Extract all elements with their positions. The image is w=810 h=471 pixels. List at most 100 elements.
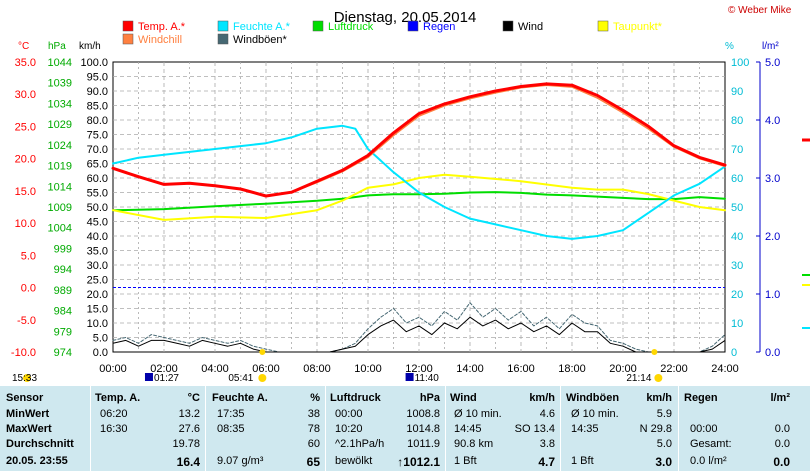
legend-label: Windböen* bbox=[233, 34, 288, 46]
wind-label: 1 Bft bbox=[454, 455, 477, 467]
wind-tick-label: 100.0 bbox=[80, 57, 108, 69]
gust-value: 3.0 bbox=[655, 455, 672, 469]
temp-time: 16:30 bbox=[100, 423, 128, 435]
header-hum-unit: % bbox=[310, 392, 320, 404]
hum-time: 17:35 bbox=[217, 408, 245, 420]
temp-tick-label: 5.0 bbox=[21, 250, 36, 262]
x-tick-label: 18:00 bbox=[558, 363, 586, 375]
temp-tick-label: 10.0 bbox=[15, 218, 36, 230]
press-tick-label: 1024 bbox=[48, 140, 72, 152]
press-tick-label: 1044 bbox=[48, 57, 72, 69]
press-value: 1011.9 bbox=[407, 438, 440, 450]
press-tick-label: 1019 bbox=[48, 161, 72, 173]
hum-tick-label: 10 bbox=[731, 318, 743, 330]
chart-legend: Temp. A.* Feuchte A.* Luftdruck Regen Wind Ta… bbox=[122, 20, 663, 46]
hum-tick-label: 80 bbox=[731, 115, 743, 127]
hum-tick-label: 90 bbox=[731, 86, 743, 98]
rain-tick-label: 3.0 bbox=[765, 173, 780, 185]
wind-tick-label: 85.0 bbox=[87, 101, 108, 113]
press-time: ^2.1hPa/h bbox=[335, 438, 385, 450]
table-divider bbox=[560, 386, 561, 471]
press-tick-label: 994 bbox=[54, 264, 72, 276]
series-line-wind bbox=[112, 316, 726, 353]
table-divider bbox=[678, 386, 679, 471]
x-tick-label: 02:00 bbox=[150, 363, 178, 375]
press-tick-label: 984 bbox=[54, 306, 72, 318]
press-tick-label: 1039 bbox=[48, 78, 72, 90]
wind-tick-label: 50.0 bbox=[87, 202, 108, 214]
header-rain: Regen bbox=[684, 392, 718, 404]
series-line-windben bbox=[112, 302, 726, 353]
rain-label: Gesamt: bbox=[690, 438, 732, 450]
press-value: ↑1012.1 bbox=[397, 455, 440, 469]
wind-tick-label: 75.0 bbox=[87, 130, 108, 142]
temp-tick-label: 30.0 bbox=[15, 89, 36, 101]
hum-tick-label: 20 bbox=[731, 289, 743, 301]
temp-tick-label: -5.0 bbox=[17, 315, 36, 327]
table-divider bbox=[445, 386, 446, 471]
gust-label: 1 Bft bbox=[571, 455, 594, 467]
header-gust: Windböen bbox=[566, 392, 620, 404]
legend-swatch bbox=[122, 33, 134, 45]
x-tick-label: 12:00 bbox=[405, 363, 433, 375]
table-divider bbox=[325, 386, 326, 471]
header-temp: Temp. A. bbox=[95, 392, 141, 404]
x-tick-label: 06:00 bbox=[252, 363, 280, 375]
wind-value: 4.7 bbox=[538, 455, 555, 469]
header-press-unit: hPa bbox=[419, 392, 440, 404]
legend-label: Regen bbox=[423, 21, 455, 33]
hum-tick-label: 40 bbox=[731, 231, 743, 243]
rain-tick-label: 4.0 bbox=[765, 115, 780, 127]
header-sensor: Sensor bbox=[6, 392, 44, 404]
wind-tick-label: 30.0 bbox=[87, 260, 108, 272]
row-label: 20.05. 23:55 bbox=[6, 455, 68, 467]
wind-tick-label: 45.0 bbox=[87, 217, 108, 229]
rain-tick-label: 0.0 bbox=[765, 347, 780, 359]
row-label: Durchschnitt bbox=[6, 438, 74, 450]
hum-tick-label: 100 bbox=[731, 57, 749, 69]
wind-label: 90.8 km bbox=[454, 438, 494, 450]
chart-series bbox=[111, 82, 727, 353]
temp-tick-label: 0.0 bbox=[21, 283, 36, 295]
row-label: MaxWert bbox=[6, 423, 52, 435]
x-tick-label: 10:00 bbox=[354, 363, 382, 375]
sun-moon-markers: 15:33 01:27 05:41 11:40 21:14 bbox=[12, 62, 810, 384]
press-tick-label: 1009 bbox=[48, 202, 72, 214]
sunset-icon bbox=[654, 374, 663, 382]
wind-label: 14:45 bbox=[454, 423, 482, 435]
weather-chart: Dienstag, 20.05.2014 © Weber Mike Temp. … bbox=[11, 5, 810, 384]
gust-label: 14:35 bbox=[571, 423, 599, 435]
temp-tick-label: 15.0 bbox=[15, 186, 36, 198]
wind-tick-label: 15.0 bbox=[87, 304, 108, 316]
series-line-taupunkt bbox=[112, 173, 726, 221]
sunrise-icon bbox=[258, 374, 267, 382]
legend-label: Wind bbox=[518, 21, 543, 33]
press-tick-label: 989 bbox=[54, 285, 72, 297]
legend-label: Taupunkt* bbox=[613, 21, 663, 33]
moon-icon bbox=[405, 373, 414, 381]
moonset-time: 15:33 bbox=[12, 373, 37, 384]
gust-direction: N 29.8 bbox=[639, 423, 672, 435]
wind-tick-label: 10.0 bbox=[87, 318, 108, 330]
hum-time: 08:35 bbox=[217, 423, 245, 435]
legend-swatch bbox=[502, 20, 514, 32]
press-unit-label: hPa bbox=[48, 41, 66, 52]
wind-label: Ø 10 min. bbox=[454, 408, 502, 420]
wind-tick-label: 20.0 bbox=[87, 289, 108, 301]
x-tick-label: 16:00 bbox=[507, 363, 535, 375]
moon-time-2: 11:40 bbox=[415, 373, 440, 384]
wind-tick-label: 40.0 bbox=[87, 231, 108, 243]
press-tick-label: 979 bbox=[54, 326, 72, 338]
legend-swatch bbox=[597, 20, 609, 32]
rain-value: 0.0 bbox=[774, 438, 790, 450]
chart-axes: 35.0 30.0 25.0 20.0 15.0 10.0 5.0 0.0 -5.0 -10.0 1… bbox=[11, 57, 780, 375]
temp-time: 06:20 bbox=[100, 408, 128, 420]
credit-text: © Weber Mike bbox=[728, 5, 792, 16]
hum-tick-label: 60 bbox=[731, 173, 743, 185]
moon-time-1: 01:27 bbox=[154, 373, 179, 384]
press-tick-label: 1004 bbox=[48, 223, 72, 235]
header-rain-unit: l/m² bbox=[770, 392, 790, 404]
rain-value: 0.0 bbox=[773, 455, 790, 469]
wind-value: 3.8 bbox=[539, 438, 555, 450]
table-divider bbox=[90, 386, 91, 471]
